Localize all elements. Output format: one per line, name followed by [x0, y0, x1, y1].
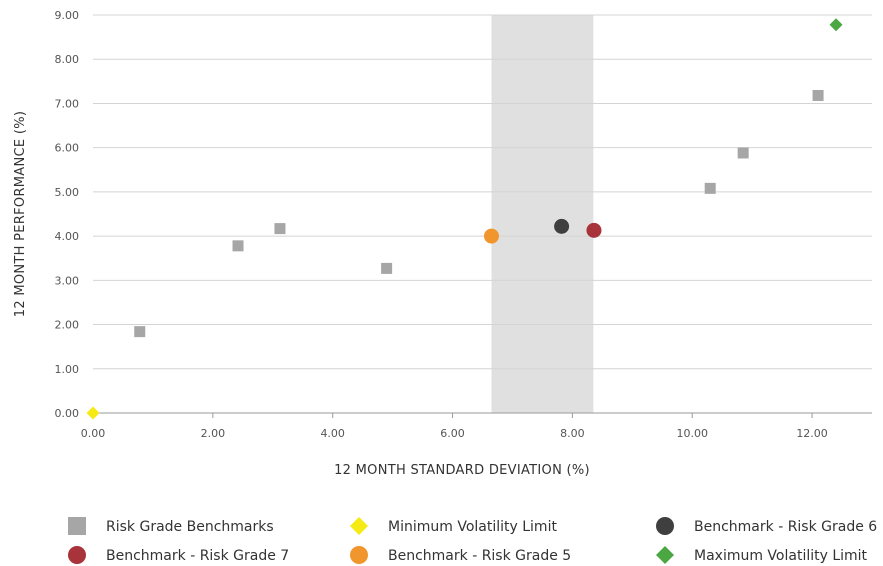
y-tick-label: 2.00	[55, 319, 80, 332]
y-tick-label: 9.00	[55, 9, 80, 22]
y-axis-title: 12 MONTH PERFORMANCE (%)	[13, 111, 28, 317]
y-tick-label: 8.00	[55, 53, 80, 66]
data-point-diamond-s4-p0	[86, 406, 100, 420]
legend-marker-square	[68, 517, 86, 535]
x-tick-label: 12.00	[796, 427, 828, 440]
legend-label: Benchmark - Risk Grade 6	[694, 519, 877, 535]
legend-marker-circle	[656, 517, 674, 535]
x-axis-title: 12 MONTH STANDARD DEVIATION (%)	[334, 463, 590, 478]
data-point-circle-s3-p0	[586, 222, 602, 238]
data-point-diamond-s5-p0	[829, 18, 843, 32]
data-point-square-s0-p6	[812, 89, 824, 101]
legend-marker-diamond	[656, 546, 674, 564]
data-point-square-s0-p0	[134, 326, 146, 338]
legend-marker-circle	[68, 546, 86, 564]
y-tick-label: 5.00	[55, 186, 80, 199]
y-tick-label: 0.00	[55, 407, 80, 420]
x-tick-label: 0.00	[81, 427, 106, 440]
legend-label: Risk Grade Benchmarks	[106, 519, 274, 535]
data-point-circle-s2-p0	[554, 218, 570, 234]
x-tick-label: 4.00	[320, 427, 345, 440]
data-point-square-s0-p5	[737, 147, 749, 159]
x-tick-label: 8.00	[560, 427, 585, 440]
y-tick-label: 6.00	[55, 142, 80, 155]
legend-marker-circle	[350, 546, 368, 564]
data-point-circle-s1-p0	[483, 228, 499, 244]
data-point-square-s0-p3	[381, 262, 393, 274]
y-tick-label: 3.00	[55, 274, 80, 287]
legend-label: Minimum Volatility Limit	[388, 519, 557, 535]
legend-label: Maximum Volatility Limit	[694, 548, 868, 564]
x-tick-label: 6.00	[440, 427, 465, 440]
legend-marker-diamond	[350, 517, 368, 535]
legend-label: Benchmark - Risk Grade 5	[388, 548, 571, 564]
data-point-square-s0-p4	[704, 182, 716, 194]
highlight-band	[491, 15, 594, 413]
x-tick-label: 10.00	[676, 427, 708, 440]
legend-label: Benchmark - Risk Grade 7	[106, 548, 289, 564]
y-tick-label: 7.00	[55, 97, 80, 110]
y-tick-label: 1.00	[55, 363, 80, 376]
data-point-square-s0-p2	[274, 223, 286, 235]
y-tick-label: 4.00	[55, 230, 80, 243]
x-tick-label: 2.00	[201, 427, 226, 440]
data-point-square-s0-p1	[232, 240, 244, 252]
